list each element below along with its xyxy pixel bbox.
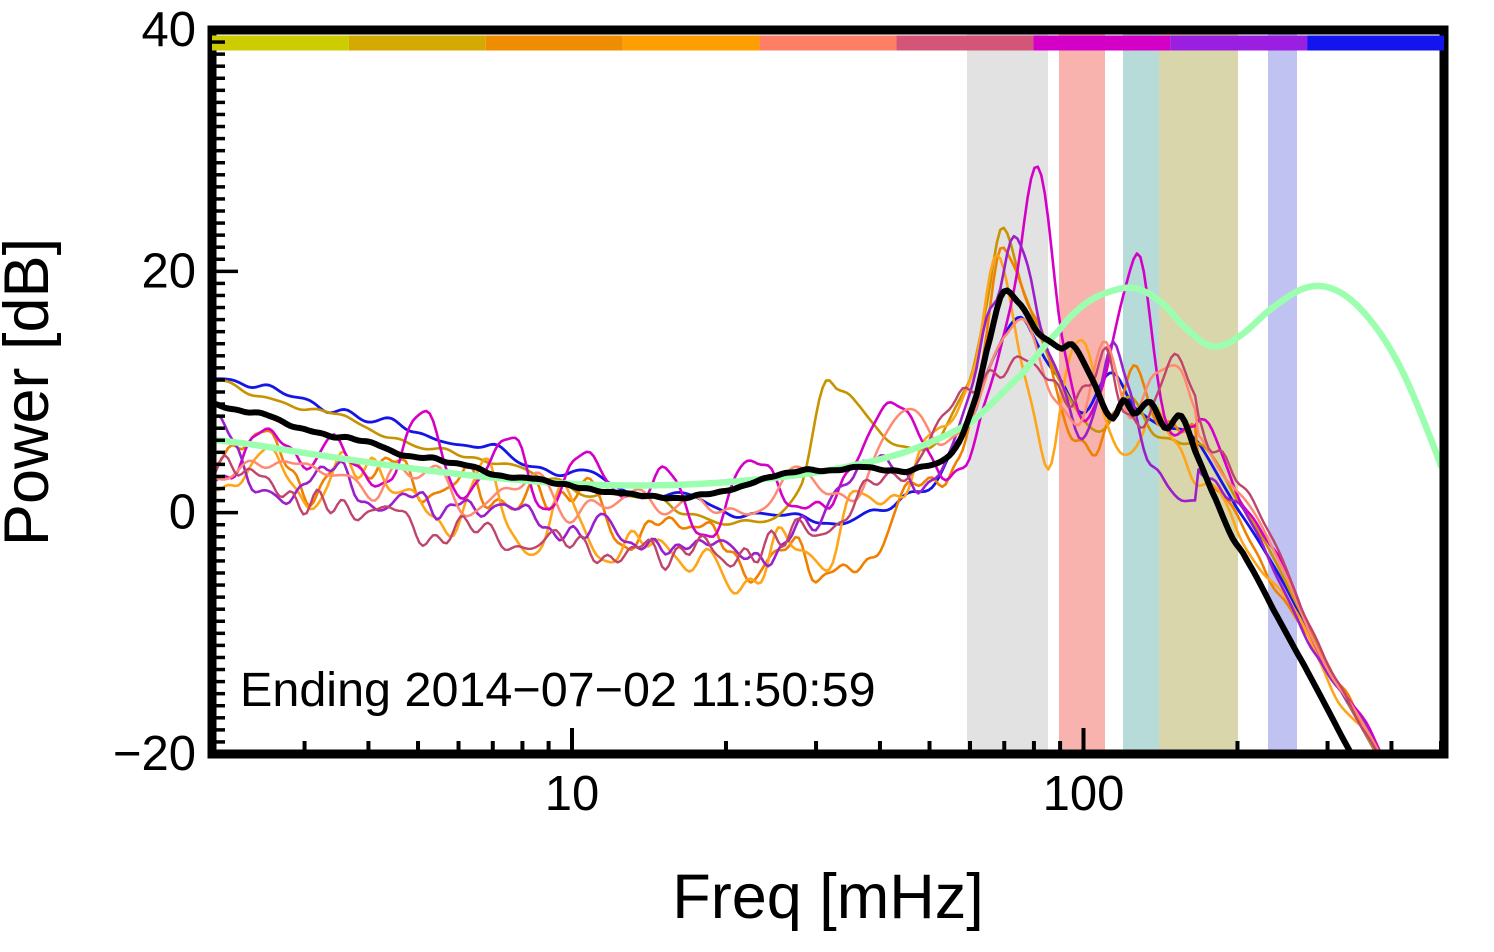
svg-text:20: 20 (141, 244, 196, 298)
svg-text:−20: −20 (113, 727, 196, 781)
svg-text:Ending 2014−07−02 11:50:59: Ending 2014−07−02 11:50:59 (240, 663, 876, 717)
svg-text:Power [dB]: Power [dB] (0, 238, 62, 546)
svg-text:10: 10 (545, 767, 600, 821)
svg-text:40: 40 (141, 3, 196, 57)
svg-text:Freq [mHz]: Freq [mHz] (672, 862, 984, 932)
svg-text:0: 0 (169, 486, 196, 540)
svg-text:100: 100 (1043, 767, 1125, 821)
